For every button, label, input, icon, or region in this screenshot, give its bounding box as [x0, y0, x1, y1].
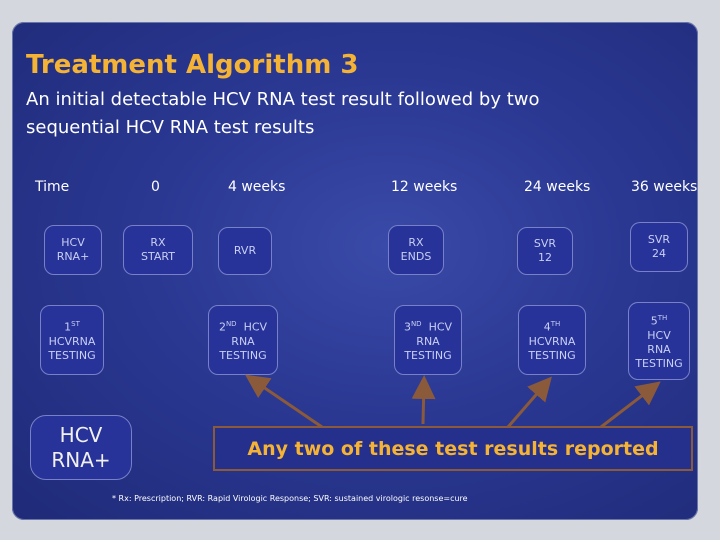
- box-first-test: 1ST HCVRNA TESTING: [40, 305, 104, 375]
- ordinal-number: 3: [403, 320, 411, 334]
- box-line: RX: [150, 236, 166, 249]
- box-line: TESTING: [635, 356, 683, 370]
- header-week-4: 4 weeks: [228, 179, 286, 195]
- ordinal-number: 1: [64, 320, 72, 334]
- box-svr-12: SVR 12: [517, 227, 573, 275]
- box-svr-24: SVR 24: [630, 222, 688, 272]
- result-box: Any two of these test results reported: [213, 426, 693, 471]
- box-line: HCV: [61, 236, 85, 249]
- header-week-36: 36 weeks: [631, 179, 698, 195]
- box-line: RNA: [416, 334, 440, 348]
- box-line: 24: [652, 247, 666, 260]
- box-line: TESTING: [404, 348, 452, 362]
- header-time: Time: [35, 179, 70, 195]
- ordinal-number: 5: [650, 314, 658, 328]
- box-line: RVR: [233, 244, 257, 257]
- box-fifth-test: 5TH HCV RNA TESTING: [628, 302, 690, 380]
- ordinal-label: 2ND HCV: [219, 317, 267, 335]
- arrow-to-fourth-test: [506, 376, 552, 428]
- box-line: HCV: [647, 328, 671, 342]
- box-line: RNA: [231, 334, 255, 348]
- box-rvr: RVR: [218, 227, 272, 275]
- box-line: HCVRNA: [48, 334, 96, 348]
- box-line: SVR: [533, 237, 557, 250]
- box-line: ENDS: [400, 250, 432, 263]
- ordinal-label: 5TH: [651, 311, 668, 329]
- box-line: HCV: [59, 422, 103, 447]
- ordinal-after: HCV: [428, 320, 453, 334]
- header-week-24: 24 weeks: [524, 179, 591, 195]
- ordinal-suffix: ND: [410, 320, 422, 329]
- arrow-to-second-test: [245, 374, 323, 429]
- box-line: 12: [538, 251, 552, 264]
- box-hcv-rna-positive-large: HCV RNA+: [30, 415, 132, 480]
- box-line: TESTING: [48, 348, 96, 362]
- ordinal-after: HCV: [243, 320, 268, 334]
- box-line: START: [141, 250, 175, 263]
- box-line: RX: [408, 236, 424, 249]
- header-week-0: 0: [151, 179, 160, 195]
- box-line: RNA: [647, 342, 671, 356]
- arrow-to-fifth-test: [600, 381, 661, 429]
- ordinal-label: 3ND HCV: [404, 317, 452, 335]
- box-hcv-rna-positive: HCV RNA+: [44, 225, 102, 275]
- ordinal-number: 2: [218, 320, 226, 334]
- box-second-test: 2ND HCV RNA TESTING: [208, 305, 278, 375]
- box-line: TESTING: [219, 348, 267, 362]
- box-line: RNA+: [51, 447, 111, 472]
- ordinal-suffix: TH: [550, 320, 561, 329]
- header-week-12: 12 weeks: [391, 179, 458, 195]
- slide-title: Treatment Algorithm 3: [26, 50, 359, 80]
- ordinal-suffix: ST: [71, 320, 80, 329]
- box-rx-start: RX START: [123, 225, 193, 275]
- box-line: TESTING: [528, 348, 576, 362]
- box-line: RNA+: [56, 250, 90, 263]
- footnote: * Rx: Prescription; RVR: Rapid Virologic…: [112, 494, 468, 503]
- ordinal-suffix: TH: [657, 314, 668, 323]
- box-line: SVR: [647, 233, 671, 246]
- ordinal-suffix: ND: [225, 320, 237, 329]
- box-fourth-test: 4TH HCVRNA TESTING: [518, 305, 586, 375]
- result-text: Any two of these test results reported: [247, 437, 659, 460]
- box-third-test: 3ND HCV RNA TESTING: [394, 305, 462, 375]
- slide-subtitle: An initial detectable HCV RNA test resul…: [26, 89, 540, 138]
- box-rx-ends: RX ENDS: [388, 225, 444, 275]
- arrow-to-third-test: [411, 375, 436, 425]
- ordinal-label: 4TH: [544, 317, 561, 335]
- box-line: HCVRNA: [528, 334, 576, 348]
- ordinal-label: 1ST: [64, 317, 80, 335]
- ordinal-number: 4: [543, 320, 551, 334]
